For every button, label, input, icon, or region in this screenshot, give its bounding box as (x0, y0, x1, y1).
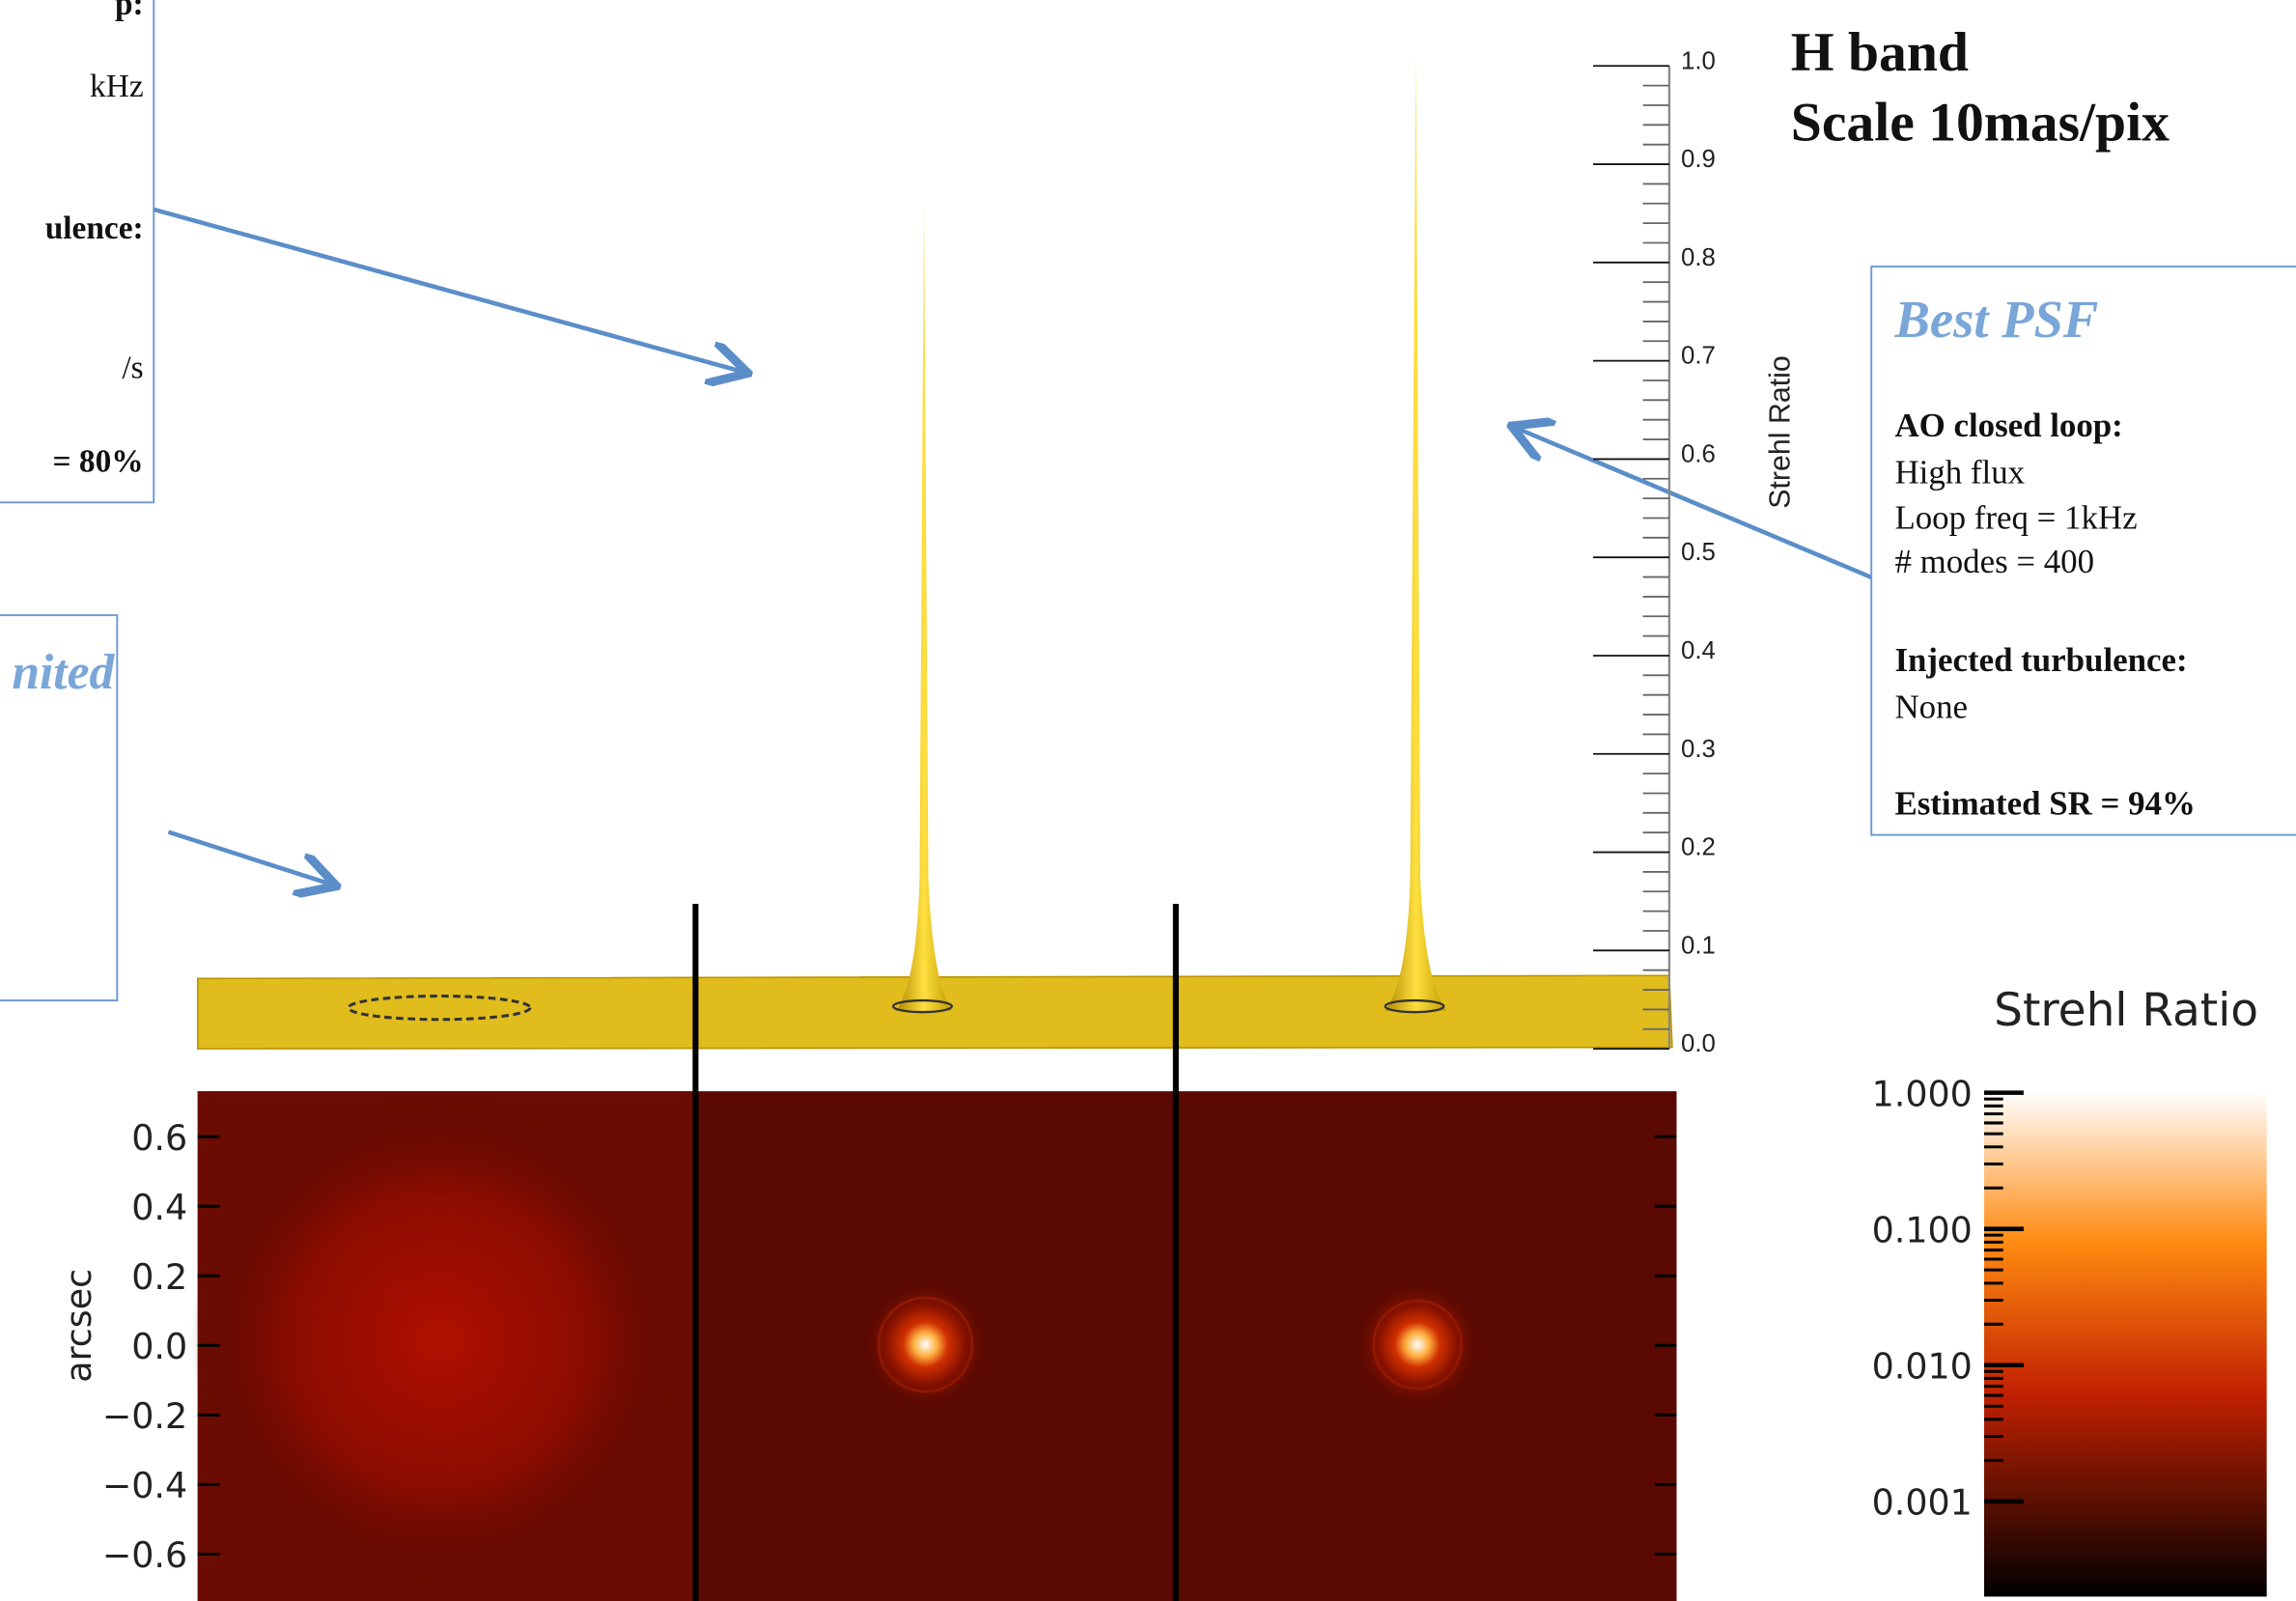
tick-label: 0.2 (1681, 834, 1716, 861)
best-psf-box (1870, 266, 2296, 836)
tick-label: 0.8 (1681, 244, 1716, 271)
info-line: High flux (1894, 454, 2025, 492)
contour (347, 994, 532, 1022)
colorbar-axis: 1.000 0.100 0.010 0.001 (1872, 1073, 2024, 1524)
info-line: Estimated SR = 94% (1894, 784, 2195, 822)
psf-core (860, 1279, 991, 1410)
info-line: = 80% (53, 443, 144, 479)
tick-label: −0.6 (102, 1534, 187, 1576)
arrow (167, 829, 332, 885)
axis-label: Strehl Ratio (1764, 355, 1796, 508)
scale: Scale 10mas/pix (1791, 93, 2170, 154)
colorbar (1983, 1091, 2267, 1597)
info-box (0, 0, 155, 504)
info-line: None (1894, 688, 1968, 725)
arrow (1516, 428, 1876, 581)
tick-label: −0.2 (102, 1395, 187, 1437)
psf-peak (896, 205, 952, 1011)
info-line: # modes = 400 (1894, 543, 2094, 580)
tick-label: 0.010 (1872, 1345, 1973, 1387)
info-line: AO closed loop: (1894, 407, 2122, 444)
tick-label: 0.100 (1872, 1209, 1973, 1250)
tick-label: 0.4 (131, 1187, 187, 1228)
tick-label: 0.6 (1681, 440, 1716, 467)
axis-label: arcsec (58, 1269, 99, 1383)
tick-label: 0.7 (1681, 343, 1716, 370)
band: H band (1791, 22, 1969, 83)
image-panel (190, 903, 1677, 1601)
airy-ring (877, 1296, 974, 1393)
psf-peak (1385, 55, 1447, 1011)
tick-label: 0.2 (131, 1256, 187, 1298)
info-text: p: kHz ulence: /s = 80% (45, 0, 144, 479)
surface-plot (196, 55, 1673, 1050)
tick-label: 0.001 (1872, 1481, 1973, 1523)
info-line: kHz (90, 69, 144, 104)
info-line: p: (115, 0, 144, 22)
seeing-box (0, 614, 119, 1002)
tick-label: 0.6 (131, 1117, 187, 1159)
seeing-title: nited (12, 645, 115, 700)
tick-label: 1.0 (1681, 47, 1716, 74)
psf-core (1353, 1279, 1482, 1410)
tick-label: 1.000 (1872, 1073, 1973, 1114)
arrow (153, 207, 743, 372)
arcsec-axis: 0.6 0.4 0.2 0.0 −0.2 −0.4 −0.6 (102, 1117, 1677, 1576)
info-line: /s (122, 350, 143, 385)
tick-label: 0.9 (1681, 146, 1716, 173)
info-line: Injected turbulence: (1894, 641, 2187, 679)
contour (1384, 998, 1445, 1014)
contour (891, 998, 953, 1014)
seeing-psf (190, 1091, 688, 1589)
tick-label: 0.1 (1681, 932, 1716, 959)
best-psf-text: AO closed loop: High flux Loop freq = 1kHz… (1894, 407, 2195, 822)
tick-label: −0.4 (102, 1465, 187, 1506)
tick-label: 0.0 (131, 1326, 187, 1367)
tick-label: 0.4 (1681, 637, 1716, 664)
tick-label: 0.5 (1681, 539, 1716, 566)
info-line: Loop freq = 1kHz (1894, 499, 2137, 537)
tick-label: 0.0 (1681, 1030, 1716, 1057)
info-line: ulence: (45, 211, 144, 246)
strehl-axis: 1.0 0.9 0.8 0.7 0.6 0.5 0.4 0.3 0.2 0.1 0.0 (1593, 47, 1716, 1057)
tick-label: 0.3 (1681, 736, 1716, 763)
best-psf-title: Best PSF (1893, 290, 2098, 349)
colorbar-title: Strehl Ratio (1994, 984, 2258, 1037)
airy-ring (1372, 1299, 1464, 1390)
